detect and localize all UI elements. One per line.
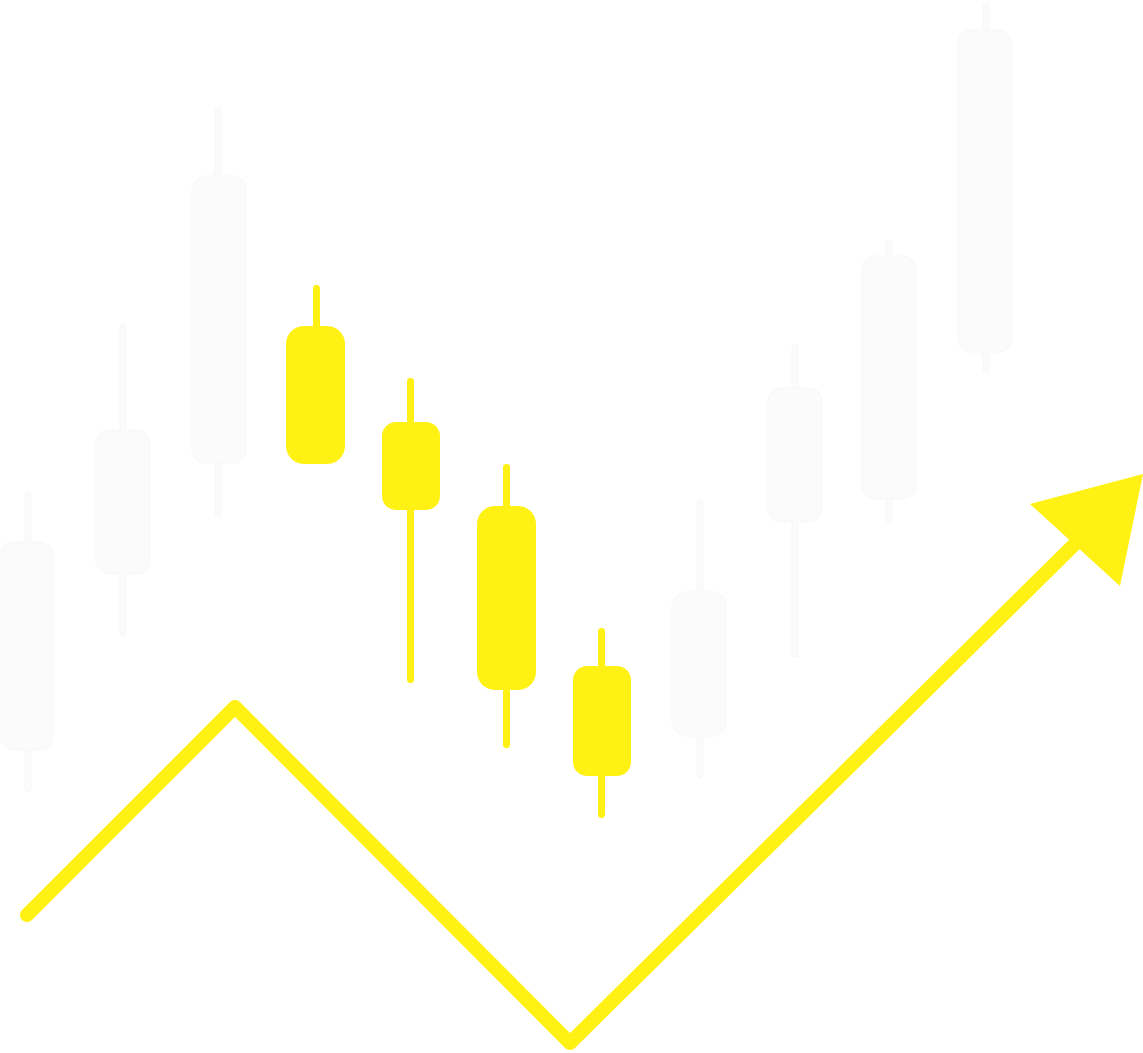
trend-line <box>20 520 1099 1050</box>
candlestick-icon <box>382 378 440 683</box>
faint-candle <box>191 107 247 517</box>
candlestick-icon <box>286 285 345 464</box>
arrow-head <box>1030 474 1143 586</box>
faint-candle <box>861 239 917 523</box>
faint-candles <box>0 3 1013 793</box>
candlestick-icon <box>573 628 631 818</box>
faint-candle <box>767 344 823 658</box>
candlestick-icon <box>477 464 536 748</box>
faint-candle <box>95 324 151 636</box>
yellow-candles <box>286 285 631 818</box>
faint-candle <box>0 491 54 793</box>
trend-arrow-icon <box>20 474 1143 1050</box>
faint-candle <box>957 3 1013 373</box>
faint-candle <box>671 499 727 779</box>
